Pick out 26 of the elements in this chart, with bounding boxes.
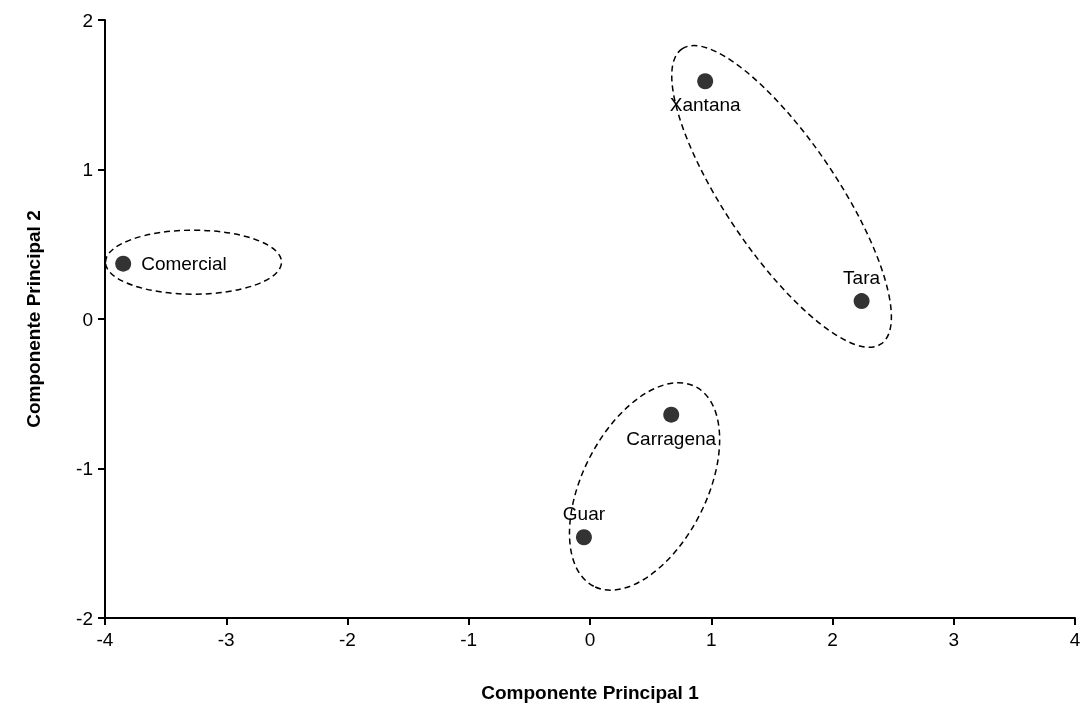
point	[575, 529, 592, 546]
point	[663, 406, 680, 423]
y-tick-label: -2	[76, 607, 93, 629]
point	[853, 293, 870, 310]
annotation: Tara	[843, 267, 881, 289]
y-tick-label: -1	[76, 458, 93, 479]
x-tick-label: 1	[705, 629, 717, 650]
x-tick-label: 0	[584, 629, 596, 650]
y-tick-label: 2	[82, 9, 93, 31]
x-tick-label: 4	[1069, 629, 1081, 650]
annotation: Guar	[562, 503, 606, 525]
annotation: Carragena	[626, 427, 717, 449]
y-tick-label: 0	[82, 308, 93, 330]
x-tick-label: -2	[339, 629, 356, 650]
point	[697, 73, 714, 90]
annotation: Comercial	[141, 253, 227, 275]
point	[115, 255, 132, 272]
x-tick-label: -4	[96, 629, 114, 650]
x-tick-label: 2	[827, 629, 838, 650]
y-tick-label: 1	[82, 159, 93, 180]
x-axis-title: Componente Principal 1	[481, 682, 700, 703]
y-axis-title: Componente Principal 2	[23, 210, 44, 428]
annotation: Xantana	[669, 94, 742, 116]
x-tick-label: -3	[217, 629, 235, 650]
x-tick-label: -1	[460, 629, 478, 650]
x-tick-label: 3	[948, 629, 960, 650]
